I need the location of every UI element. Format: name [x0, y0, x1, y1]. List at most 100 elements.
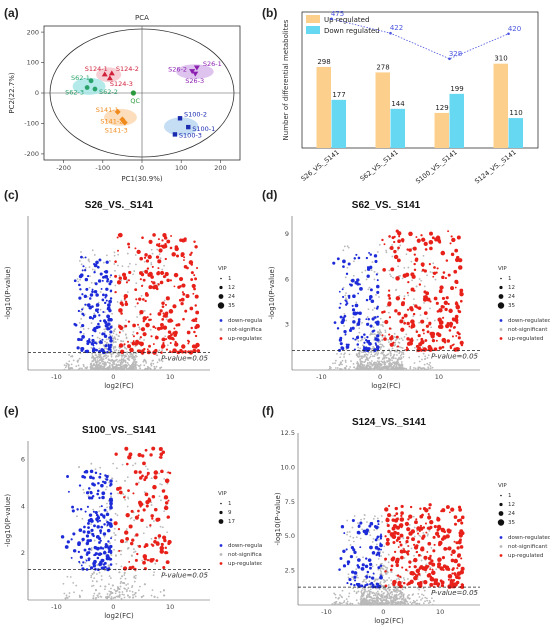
ns-point [94, 367, 97, 370]
bar [390, 108, 405, 148]
up-point [459, 291, 464, 297]
class-legend-label: down-regulated [508, 318, 550, 324]
ns-point [372, 326, 375, 329]
y-tick-label: 5.0 [285, 532, 295, 540]
ns-point [422, 587, 425, 590]
y-tick-label: 200 [27, 28, 39, 36]
down-point [379, 575, 383, 580]
up-point [423, 555, 428, 560]
vip-legend-marker [497, 519, 505, 526]
ns-point [368, 594, 371, 597]
ns-point [369, 534, 372, 537]
ns-point [396, 358, 399, 361]
ns-point [380, 571, 383, 573]
up-point [437, 527, 441, 531]
down-point [378, 555, 381, 557]
ns-point [390, 596, 393, 599]
down-point [86, 539, 90, 543]
up-point [125, 536, 129, 541]
up-point [128, 524, 133, 529]
up-point [427, 513, 430, 516]
up-point [138, 470, 142, 474]
ns-point [380, 368, 383, 371]
down-point [96, 556, 100, 560]
ns-point [360, 596, 362, 598]
up-point [444, 277, 448, 280]
up-point [190, 326, 194, 330]
x-tick-label: 0 [111, 373, 115, 381]
total-line [331, 18, 509, 60]
up-point [384, 570, 387, 573]
up-point [129, 541, 134, 546]
ns-point [373, 270, 376, 273]
down-point [103, 508, 107, 512]
up-point [164, 242, 167, 246]
ns-point [125, 347, 128, 350]
vip-legend-marker [220, 277, 222, 280]
down-point [104, 344, 108, 348]
ns-point [365, 364, 368, 367]
down-point [103, 334, 108, 338]
up-point [187, 342, 190, 345]
ns-point [372, 537, 375, 540]
up-point [420, 319, 425, 324]
class-legend-label: not-significant [508, 327, 548, 333]
ns-point [387, 353, 389, 356]
up-point [193, 240, 196, 243]
ns-point [427, 366, 430, 369]
ns-point [92, 595, 95, 597]
class-legend-marker [499, 328, 503, 331]
ns-point [96, 564, 99, 566]
ns-point [381, 596, 384, 599]
down-point [355, 253, 358, 256]
up-point [439, 566, 444, 571]
ns-point [108, 481, 111, 484]
up-point [427, 574, 431, 577]
up-point [451, 335, 455, 338]
y-tick-label: 4 [21, 502, 25, 510]
up-point [155, 287, 159, 291]
down-point [102, 551, 107, 555]
down-point [110, 545, 113, 548]
x-tick-label: -10 [316, 373, 327, 381]
up-point [450, 235, 453, 238]
ns-point [366, 573, 369, 576]
ns-point [138, 328, 141, 330]
down-point [72, 532, 76, 536]
up-point [113, 521, 118, 526]
ns-point [403, 336, 406, 338]
x-axis-label: log2(FC) [371, 382, 401, 390]
up-point [438, 308, 443, 313]
ns-point [371, 565, 374, 568]
down-point [70, 556, 73, 559]
up-point [459, 299, 463, 303]
ns-point [80, 263, 83, 266]
ns-point [120, 354, 123, 357]
up-point [398, 523, 404, 528]
ns-point [388, 365, 391, 368]
down-point [84, 277, 89, 282]
ns-point [390, 571, 392, 573]
ns-point [390, 603, 392, 606]
up-point [461, 584, 464, 588]
ns-point [349, 544, 352, 546]
y-tick-label: 6 [285, 275, 289, 283]
down-point [96, 489, 100, 493]
ns-point [377, 341, 380, 344]
down-point [81, 567, 85, 571]
ns-point [137, 364, 140, 367]
up-point [173, 332, 177, 335]
ns-point [383, 579, 386, 582]
down-point [109, 280, 113, 284]
ns-point [109, 542, 111, 545]
y-tick-label: 9 [285, 230, 289, 238]
up-point [454, 279, 459, 284]
up-point [423, 580, 428, 585]
up-point [407, 550, 410, 553]
ns-point [367, 308, 370, 311]
ns-point [381, 594, 384, 597]
ns-point [423, 285, 426, 288]
ns-point [369, 355, 372, 358]
ns-point [99, 308, 102, 311]
down-point [347, 296, 351, 299]
